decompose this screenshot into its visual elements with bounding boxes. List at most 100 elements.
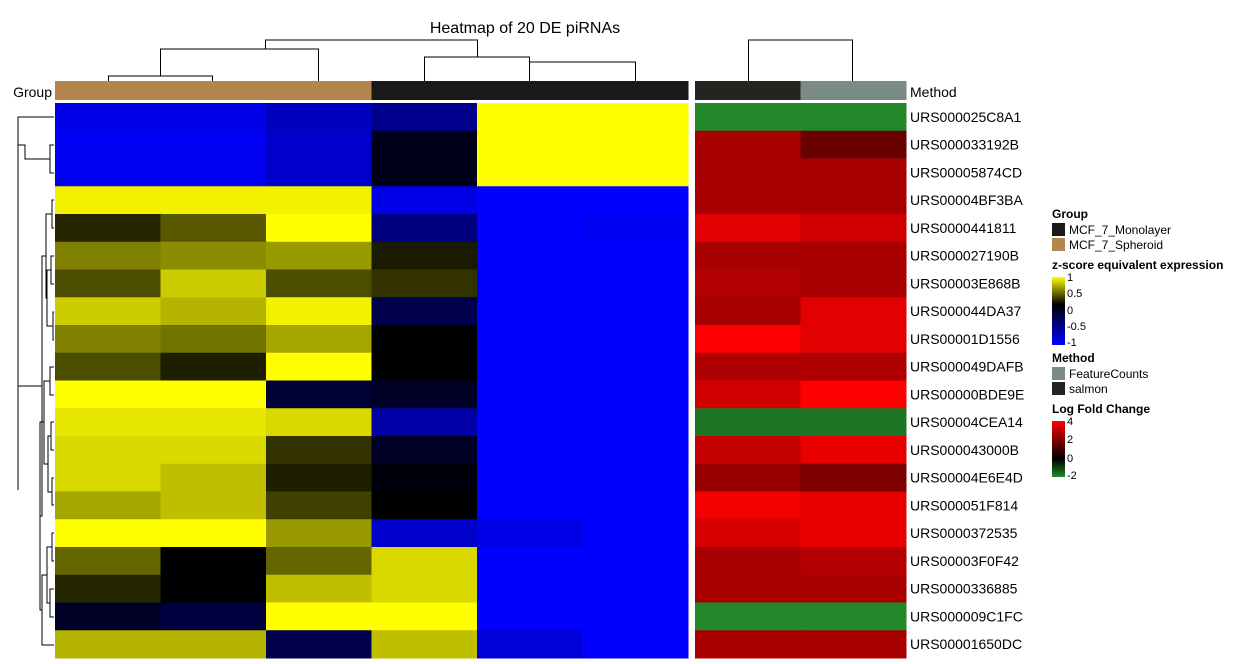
- lfc-cell: [800, 436, 907, 465]
- heatmap-cell: [55, 491, 161, 520]
- heatmap-cell: [371, 130, 478, 159]
- row-label: URS000009C1FC: [910, 608, 1023, 624]
- heatmap-cell: [582, 186, 689, 215]
- legend-item-spheroid: MCF_7_Spheroid: [1052, 237, 1250, 252]
- dendro-branch: [748, 39, 853, 81]
- heatmap-cell: [160, 130, 267, 159]
- heatmap-cell: [55, 325, 161, 354]
- heatmap-cell: [582, 408, 689, 437]
- heatmap-cell: [160, 241, 267, 270]
- zscore-colorbar: 1 0.5 0 -0.5 -1: [1052, 272, 1250, 349]
- heatmap-cell: [266, 241, 372, 270]
- heatmap-cell: [477, 130, 583, 159]
- dendro-branch: [529, 61, 636, 81]
- heatmap-cell: [371, 463, 478, 492]
- row-label: URS00005874CD: [910, 164, 1022, 180]
- heatmap-cell: [160, 352, 267, 381]
- lfc-cell: [800, 463, 907, 492]
- lfc-cell: [695, 325, 801, 354]
- heatmap-cell: [266, 547, 372, 576]
- heatmap-cell: [266, 491, 372, 520]
- heatmap-cell: [266, 463, 372, 492]
- heatmap-cell: [582, 103, 689, 132]
- dendro-branch: [108, 75, 213, 81]
- heatmap-cell: [477, 241, 583, 270]
- heatmap-cell: [160, 519, 267, 548]
- heatmap-cell: [477, 269, 583, 298]
- zscore-tick: -0.5: [1067, 321, 1086, 333]
- dendro-branch: [50, 255, 54, 285]
- heatmap-cell: [477, 297, 583, 326]
- dendro-branch: [51, 199, 54, 229]
- lfc-cell: [800, 186, 907, 215]
- group-annotation-label: Group: [13, 84, 52, 100]
- heatmap-cell: [266, 574, 372, 603]
- heatmap-cell: [371, 574, 478, 603]
- lfc-cell: [800, 519, 907, 548]
- heatmap-cell: [477, 408, 583, 437]
- heatmap-cell: [266, 158, 372, 187]
- heatmap-cell: [160, 602, 267, 631]
- zscore-gradient: [1052, 277, 1065, 345]
- heatmap-cell: [582, 352, 689, 381]
- row-label: URS00001D1556: [910, 331, 1020, 347]
- heatmap-cell: [55, 630, 161, 659]
- heatmap-cell: [266, 380, 372, 409]
- legend-label: MCF_7_Spheroid: [1069, 237, 1164, 252]
- method-cell: [695, 81, 801, 100]
- lfc-cell: [800, 297, 907, 326]
- heatmap-cell: [477, 214, 583, 243]
- row-label: URS000025C8A1: [910, 109, 1022, 125]
- heatmap-cell: [55, 214, 161, 243]
- heatmap-cell: [55, 436, 161, 465]
- dendro-branch: [49, 366, 54, 396]
- heatmap-cell: [477, 519, 583, 548]
- heatmap-cell: [55, 241, 161, 270]
- heatmap-cell: [371, 103, 478, 132]
- heatmap-cell: [55, 103, 161, 132]
- heatmap-cell: [160, 325, 267, 354]
- zscore-tick: 0.5: [1067, 288, 1083, 300]
- lfc-cell: [695, 519, 801, 548]
- heatmap-cell: [371, 352, 478, 381]
- dendro-branch: [49, 144, 54, 174]
- lfc-cell: [695, 463, 801, 492]
- lfc-colorbar: 4 2 0 -2: [1052, 416, 1250, 482]
- lfc-cell: [695, 436, 801, 465]
- heatmap-cell: [55, 408, 161, 437]
- zscore-tick: -1: [1067, 337, 1077, 349]
- heatmap-cell: [477, 630, 583, 659]
- lfc-tick: 0: [1067, 453, 1074, 465]
- row-label: URS000049DAFB: [910, 359, 1024, 375]
- heatmap-cell: [477, 352, 583, 381]
- heatmap-cell: [371, 186, 478, 215]
- group-cell: [266, 81, 372, 100]
- heatmap-cell: [371, 269, 478, 298]
- dendro-branch: [424, 56, 530, 81]
- heatmap-cell: [160, 158, 267, 187]
- legend-item-monolayer: MCF_7_Monolayer: [1052, 222, 1250, 237]
- group-annotation-bar: [55, 81, 689, 100]
- heatmap-cell: [477, 380, 583, 409]
- lfc-cell: [800, 491, 907, 520]
- row-dendrogram: [17, 116, 54, 646]
- lfc-cell: [695, 297, 801, 326]
- row-label: URS000027190B: [910, 248, 1019, 264]
- lfc-cell: [800, 574, 907, 603]
- lfc-cell: [695, 491, 801, 520]
- row-label: URS00003F0F42: [910, 553, 1019, 569]
- dendro-branch: [51, 532, 54, 562]
- row-label: URS00003E868B: [910, 275, 1021, 291]
- dendro-branch: [43, 380, 50, 465]
- swatch-monolayer: [1052, 223, 1065, 236]
- heatmap-cell: [582, 325, 689, 354]
- legend-item-featurecounts: FeatureCounts: [1052, 366, 1250, 381]
- heatmap-cell: [55, 380, 161, 409]
- heatmap-cell: [582, 630, 689, 659]
- legend-zscore-title: z-score equivalent expression: [1052, 258, 1224, 272]
- lfc-cell: [800, 408, 907, 437]
- heatmap-cell: [582, 602, 689, 631]
- lfc-tick: 2: [1067, 434, 1074, 446]
- lfc-gradient: [1052, 421, 1065, 477]
- heatmap-cell: [371, 214, 478, 243]
